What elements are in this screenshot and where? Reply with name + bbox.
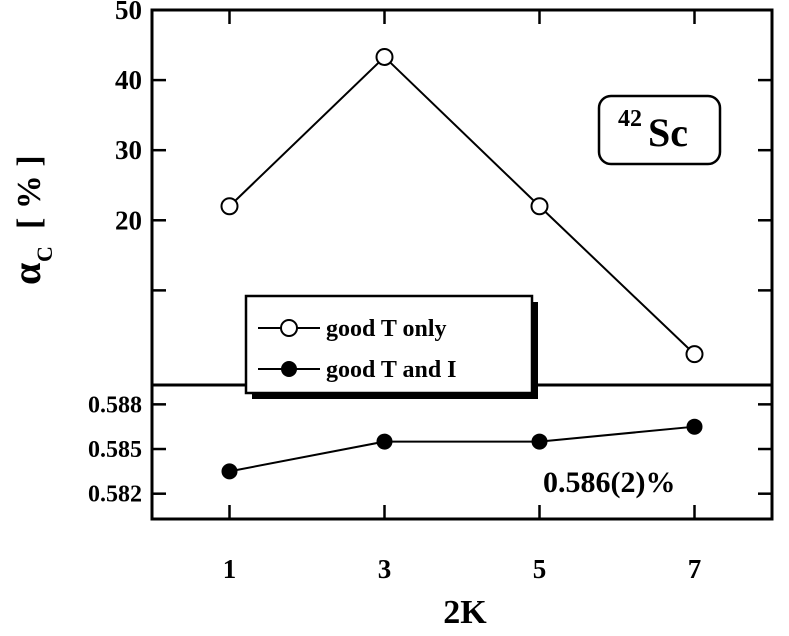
y-axis-label-symbol: α	[4, 263, 49, 285]
x-tick-label: 5	[533, 554, 547, 584]
legend-marker-good-t-only	[280, 319, 298, 337]
legend-label-good-t-only: good T only	[326, 316, 447, 342]
nucleus-annotation-box	[597, 94, 722, 166]
legend: good T only good T and I	[244, 294, 538, 399]
data-point-good-t-and-i	[376, 433, 393, 450]
bottom-axis-ticks: 0.582 0.585 0.588 1 3 5 7	[88, 392, 772, 584]
data-point-good-t-and-i	[531, 433, 548, 450]
series-good-t-only	[220, 47, 704, 364]
top-y-tick-label: 40	[115, 65, 142, 95]
nucleus-mass-number: 42	[618, 106, 642, 132]
bottom-panel-frame	[150, 383, 774, 521]
bottom-y-tick-label: 0.588	[88, 392, 142, 418]
x-axis-label: 2K	[443, 594, 487, 631]
bottom-y-tick-label: 0.582	[88, 482, 142, 508]
data-point-good-t-only	[685, 345, 704, 364]
top-axis-ticks: 20 30 40 50	[115, 0, 772, 292]
bottom-y-tick-label: 0.585	[88, 437, 142, 463]
legend-box	[244, 294, 534, 395]
series-line-good-t-only	[228, 55, 696, 355]
series-good-t-and-i	[221, 418, 703, 480]
data-point-good-t-only	[530, 197, 549, 216]
top-y-tick-label: 20	[115, 205, 142, 235]
legend-label-good-t-and-i: good T and I	[326, 357, 457, 383]
data-point-good-t-only	[375, 47, 394, 66]
data-point-good-t-and-i	[221, 463, 238, 480]
data-point-good-t-and-i	[686, 418, 703, 435]
top-y-tick-label: 50	[115, 0, 142, 25]
top-y-tick-label: 30	[115, 135, 142, 165]
x-tick-label: 1	[223, 554, 237, 584]
nucleus-symbol: Sc	[648, 110, 688, 155]
x-tick-label: 3	[378, 554, 392, 584]
x-tick-label: 7	[688, 554, 702, 584]
nucleus-annotation: 42 Sc	[597, 94, 722, 166]
average-value-annotation: 0.586(2)%	[543, 466, 675, 499]
data-point-good-t-only	[220, 197, 239, 216]
y-axis-label: α C [ % ]	[4, 155, 57, 285]
y-axis-label-unit: [ % ]	[11, 155, 48, 229]
series-line-good-t-and-i	[229, 425, 695, 473]
y-axis-label-subscript: C	[32, 246, 57, 262]
legend-marker-good-t-and-i	[281, 361, 297, 377]
